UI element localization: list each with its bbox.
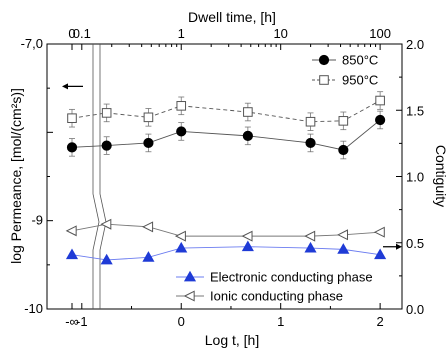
series-point-2: [241, 240, 254, 252]
y2-tick-label: 1.5: [406, 103, 424, 118]
plot-area: -∞-1 0 1 200.1 1 10 100-7,0-9-10 0.00.51.01.52.…: [21, 26, 424, 329]
axis-break-line: [92, 44, 100, 309]
series-point-0: [338, 144, 349, 156]
x2-tick-label: 0: [68, 26, 75, 41]
x2-tick-label: 10: [273, 26, 287, 41]
y2-axis-title: Contiguity: [433, 145, 448, 207]
axis-break-gap: [93, 45, 101, 308]
series-point-0: [101, 140, 112, 151]
series-point-1: [176, 101, 187, 111]
series-point-0: [176, 126, 187, 137]
series-point-1: [243, 107, 253, 117]
series-point-3: [241, 230, 253, 242]
x-tick-label: 2: [377, 314, 384, 329]
series-point-2: [142, 251, 155, 262]
y-tick-label: -7,0: [21, 36, 43, 51]
y2-tick-label: 0.5: [406, 236, 424, 251]
legend-swatch-marker: [183, 290, 195, 302]
series-point-1: [305, 116, 316, 127]
y-axis-title: log Permeance, [mol/(cm²s)]: [8, 88, 24, 264]
x2-tick-label: 0.1: [73, 26, 91, 41]
series-point-3: [373, 226, 385, 238]
series-point-3: [174, 230, 186, 242]
series-line-3: [71, 223, 381, 237]
legend-swatch-marker: [318, 54, 330, 66]
legend-swatch-marker: [183, 270, 197, 282]
x-tick-label: 0: [178, 314, 185, 329]
x-tick-label: -1: [76, 314, 88, 329]
x2-axis-title: Dwell time, [h]: [188, 9, 276, 25]
x-axis-title: Log t, [h]: [205, 332, 259, 348]
series-point-3: [337, 229, 348, 241]
right-axis-arrow-head: [396, 243, 402, 250]
series-point-2: [175, 241, 188, 253]
legend-swatch-marker: [319, 75, 329, 85]
y-tick-label: -9: [31, 213, 43, 228]
x2-tick-label: 1: [178, 26, 185, 41]
x-tick-label: 1: [277, 314, 284, 329]
legend-label-0: 850°C: [342, 53, 378, 68]
series-point-0: [375, 114, 386, 126]
series-point-1: [375, 95, 385, 106]
series-point-3: [304, 230, 316, 242]
series-point-2: [100, 253, 113, 265]
legend-label-2: Electronic conducting phase: [210, 270, 373, 285]
series-point-2: [374, 248, 387, 260]
left-axis-arrow-head: [62, 83, 68, 90]
legend-label-3: Ionic conducting phase: [210, 289, 343, 304]
series-point-3: [100, 218, 112, 230]
legend-label-1: 950°C: [342, 73, 378, 88]
series-point-3: [65, 225, 77, 237]
y2-tick-label: 1.0: [406, 170, 424, 185]
series-point-1: [67, 113, 77, 124]
series-point-1: [143, 112, 154, 123]
series-point-0: [66, 142, 78, 153]
series-point-3: [142, 221, 154, 233]
series-point-2: [337, 243, 350, 254]
series-point-0: [242, 130, 253, 141]
series-line-0: [71, 119, 381, 151]
x2-tick-label: 100: [369, 26, 391, 41]
y2-tick-label: 2.0: [406, 37, 424, 52]
x-tick-label: -∞: [65, 314, 79, 329]
series-point-0: [143, 137, 154, 149]
y2-tick-label: 0.0: [406, 302, 424, 317]
series-line-1: [71, 100, 381, 123]
series-point-1: [101, 108, 112, 118]
series-point-1: [338, 116, 349, 126]
series-line-2: [71, 246, 381, 261]
series-point-0: [305, 137, 316, 149]
series-point-2: [304, 241, 317, 253]
y-tick-label: -10: [24, 301, 43, 316]
series-point-2: [65, 248, 79, 260]
